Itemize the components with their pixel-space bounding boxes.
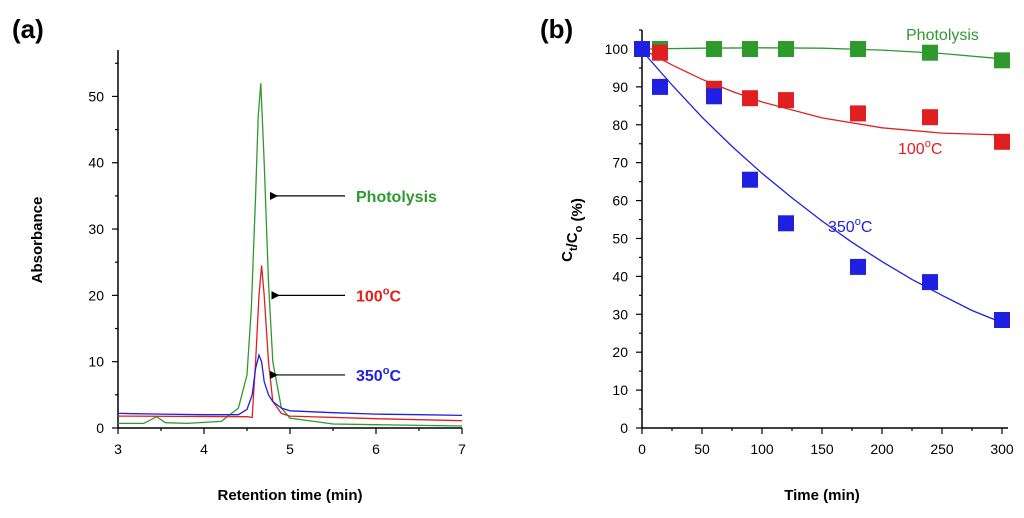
panel-a-y-tick-label: 50 [88, 88, 104, 104]
panel-a-label: (a) [12, 14, 44, 44]
panel-b-y-tick-label: 20 [612, 344, 628, 360]
panel-b-x-tick-label: 150 [810, 441, 834, 457]
panel-b-y-tick-label: 100 [605, 41, 629, 57]
panel-b-annotation-100-c: 100oC [898, 138, 942, 158]
panel-a-y-tick-label: 10 [88, 354, 104, 370]
panel-a-line-photolysis [118, 83, 463, 427]
panel-b-point-100-c [652, 44, 668, 61]
panel-b-point-100-c [850, 105, 866, 122]
panel-b-point-100-c [994, 133, 1010, 150]
panel-a-annotation-100-c: 100oC [356, 285, 401, 305]
panel-a-x-label: Retention time (min) [218, 487, 363, 504]
panel-b-y-tick-label: 10 [612, 382, 628, 398]
panel-b: (b) 0 50 100 150 200 250 300 0 10 20 30 40 50 60 70 80… [540, 14, 1014, 504]
panel-b-point-350-c [778, 215, 794, 232]
panel-b-fit-photolysis [641, 47, 1003, 60]
panel-b-point-350-c [652, 78, 668, 95]
panel-b-point-350-c [850, 258, 866, 275]
panel-b-x-tick-label: 200 [870, 441, 894, 457]
panel-b-x-tick-label: 0 [638, 441, 646, 457]
panel-b-y-tick-label: 80 [612, 117, 628, 133]
panel-b-label: (b) [540, 14, 573, 44]
panel-b-point-350-c [706, 88, 722, 105]
panel-b-y-tick-label: 70 [612, 155, 628, 171]
panel-b-point-photolysis [994, 52, 1010, 69]
panel-b-point-photolysis [850, 41, 866, 57]
panel-b-point-100-c [778, 92, 794, 109]
panel-b-point-100-c [922, 109, 938, 126]
panel-a-annotation-350-c: 350oC [356, 365, 401, 385]
panel-a-line-350-c [117, 352, 463, 417]
panel-b-point-photolysis [922, 44, 938, 61]
panel-b-fit-100-c [641, 48, 1003, 136]
panel-a-y-tick-label: 30 [88, 221, 104, 237]
panel-b-y-tick-label: 40 [612, 268, 628, 284]
panel-b-annotation-350-c: 350oC [828, 216, 872, 236]
panel-b-x-tick-label: 250 [930, 441, 954, 457]
panel-b-y-tick-label: 50 [612, 230, 628, 246]
panel-a-x-tick-label: 6 [372, 441, 380, 457]
panel-b-y-tick-label: 60 [612, 193, 628, 209]
panel-b-x-tick-label: 300 [990, 441, 1014, 457]
panel-b-y-tick-label: 30 [612, 306, 628, 322]
panel-b-annotation-photolysis: Photolysis [906, 27, 979, 44]
panel-b-point-350-c [742, 171, 758, 188]
panel-b-y-tick-label: 90 [612, 79, 628, 95]
panel-a-x-tick-label: 4 [200, 441, 208, 457]
panel-a-y-tick-label: 0 [96, 420, 104, 436]
panel-b-y-label-text: Ct/Co (%) [559, 198, 586, 262]
panel-a-line-100-c [117, 265, 463, 422]
panel-b-fit-350-c [641, 50, 1003, 324]
panel-a-y-label: Absorbance [29, 197, 46, 284]
panel-b-point-100-c [742, 90, 758, 107]
panel-a-x-tick-label: 3 [114, 441, 122, 457]
panel-b-point-350-c [922, 274, 938, 291]
panel-a-x-tick-label: 7 [458, 441, 466, 457]
panel-b-x-tick-label: 50 [694, 441, 710, 457]
panel-b-y-label: Ct/Co (%) [559, 198, 586, 262]
panel-a-y-tick-label: 20 [88, 287, 104, 303]
panel-b-point-photolysis [706, 41, 722, 57]
panel-b-x-label: Time (min) [784, 487, 860, 504]
panel-a-x-tick-label: 5 [286, 441, 294, 457]
panel-b-point-photolysis [742, 41, 758, 57]
panel-a-y-tick-label: 40 [88, 155, 104, 171]
panel-b-y-tick-label: 0 [620, 420, 628, 436]
panel-a: (a) 3 4 5 6 7 0 10 20 30 40 50 Retention time (mi… [12, 14, 466, 504]
panel-b-point-photolysis [778, 41, 794, 57]
panel-b-point-350-c [634, 41, 650, 57]
panel-a-annotation-photolysis: Photolysis [356, 189, 437, 206]
panel-b-point-350-c [994, 312, 1010, 328]
panel-b-x-tick-label: 100 [750, 441, 774, 457]
